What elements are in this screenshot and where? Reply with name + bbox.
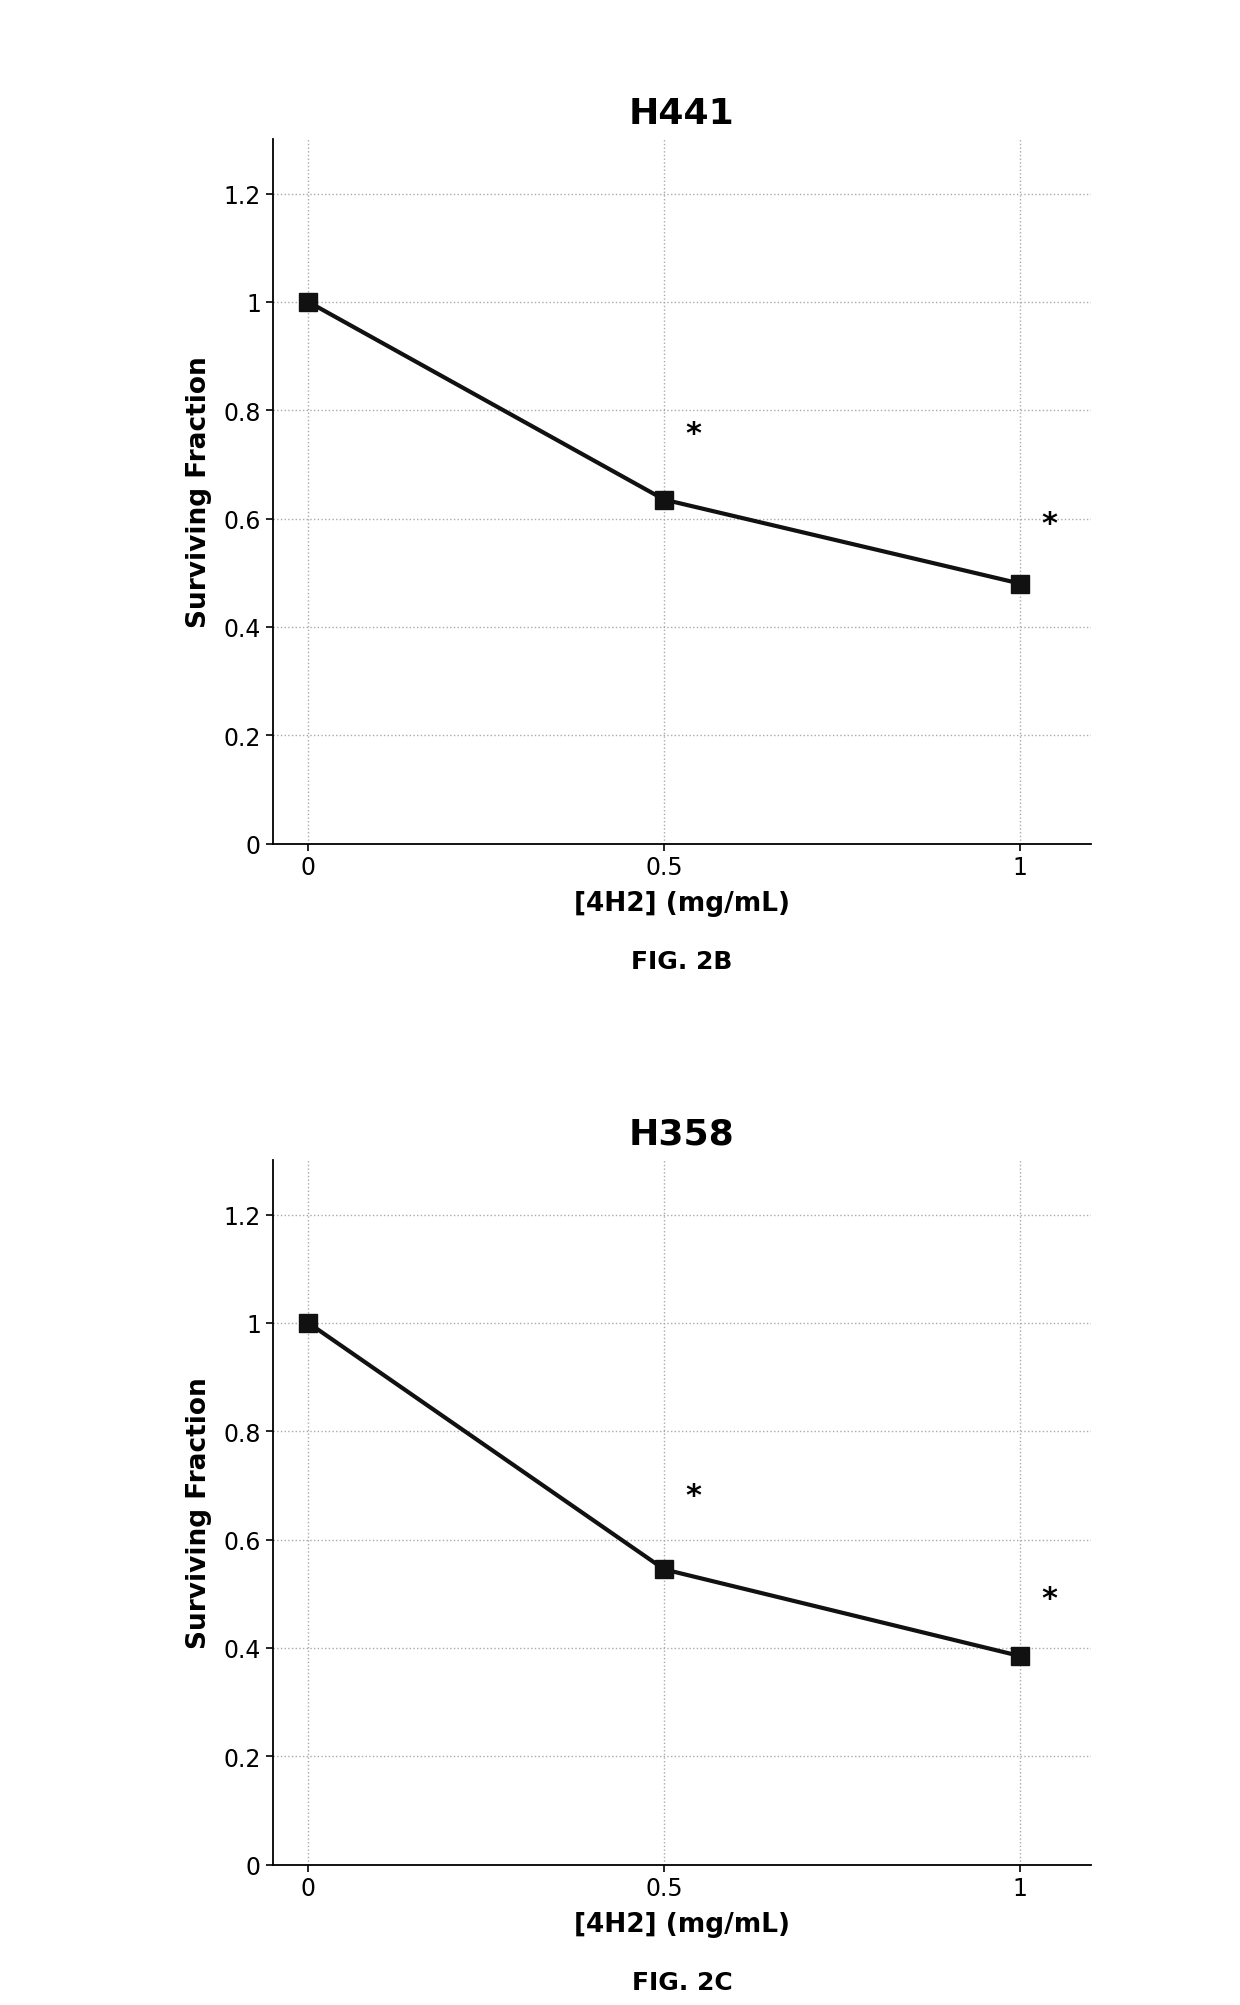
- Text: *: *: [1042, 1584, 1058, 1612]
- Y-axis label: Surviving Fraction: Surviving Fraction: [186, 357, 212, 628]
- Title: H358: H358: [629, 1117, 735, 1151]
- Text: *: *: [1042, 509, 1058, 537]
- Text: *: *: [686, 1482, 702, 1510]
- X-axis label: [4H2] (mg/mL): [4H2] (mg/mL): [574, 890, 790, 916]
- Title: H441: H441: [629, 96, 735, 130]
- Text: *: *: [686, 419, 702, 449]
- X-axis label: [4H2] (mg/mL): [4H2] (mg/mL): [574, 1911, 790, 1937]
- Y-axis label: Surviving Fraction: Surviving Fraction: [186, 1377, 212, 1648]
- Text: FIG. 2C: FIG. 2C: [631, 1971, 733, 1995]
- Text: FIG. 2B: FIG. 2B: [631, 950, 733, 974]
